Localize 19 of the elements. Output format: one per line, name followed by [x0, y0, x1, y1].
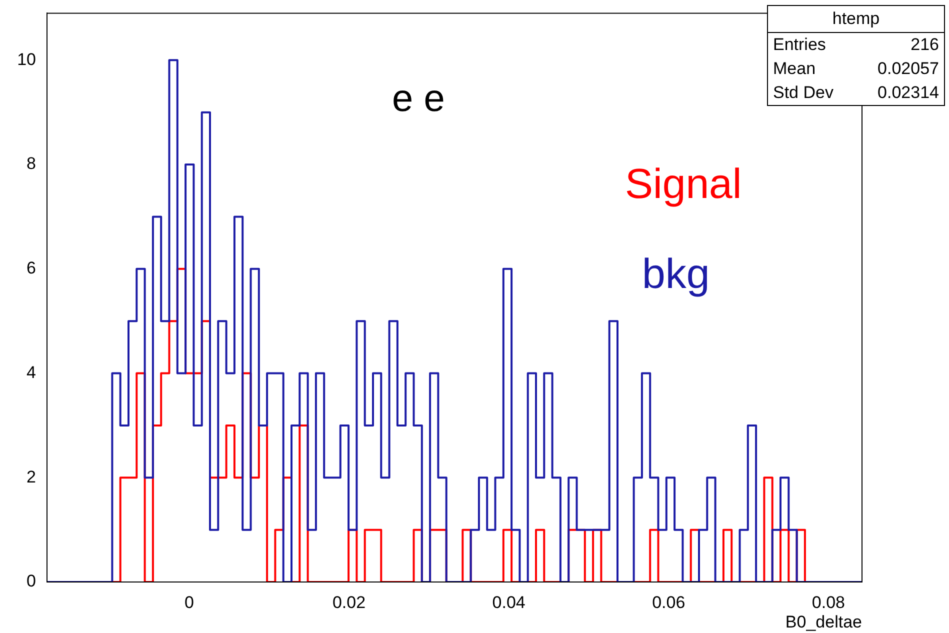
series-label: bkg	[642, 250, 710, 298]
y-tick-label: 6	[26, 258, 36, 278]
annotation: htemp	[768, 6, 944, 33]
x-axis-title: B0_deltae	[785, 612, 862, 632]
text: Std Dev 0.02314	[773, 83, 939, 102]
y-tick-label: 0	[26, 572, 36, 591]
text: Signal	[625, 160, 742, 208]
x-tick-label: 0.08	[812, 592, 845, 612]
y-tick-label: 8	[26, 154, 36, 174]
y-tick-label: 2	[26, 467, 36, 486]
x-tick-label: 0.04	[492, 592, 526, 612]
text: Entries 216	[773, 35, 939, 54]
annotation: e e	[392, 78, 445, 121]
y-tick-label: 10	[17, 50, 36, 69]
x-tick-label: 0	[184, 592, 194, 612]
text: Mean 0.02057	[773, 59, 939, 78]
y-tick-label: 4	[26, 362, 36, 382]
x-tick-label: 0.02	[332, 592, 366, 612]
x-tick-label: 0.06	[652, 592, 686, 612]
